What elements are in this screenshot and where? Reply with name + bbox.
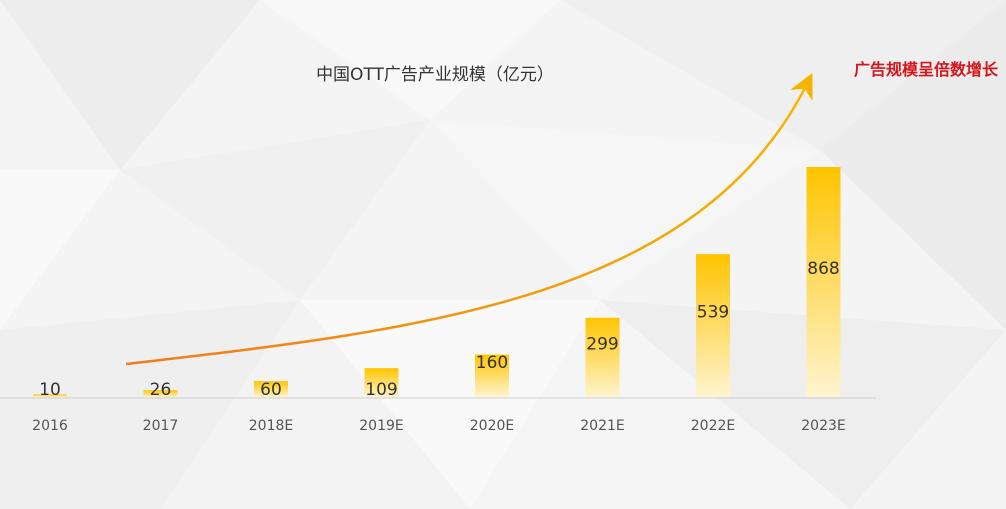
x-tick-label: 2020E xyxy=(470,418,514,434)
bar-2022E xyxy=(696,254,730,397)
bar-2016 xyxy=(33,394,67,397)
bar-2019E xyxy=(364,368,399,397)
growth-annotation: 广告规模呈倍数增长 xyxy=(853,60,998,79)
x-tick-label: 2021E xyxy=(580,418,624,434)
bar-2020E xyxy=(475,354,509,397)
chart-title: 中国OTT广告产业规模（亿元） xyxy=(316,65,554,85)
bar-2017 xyxy=(143,390,178,397)
value-label: 109 xyxy=(365,380,397,400)
x-tick-label: 2017 xyxy=(143,418,179,434)
value-label: 868 xyxy=(807,259,839,279)
bar-2021E xyxy=(585,317,620,397)
x-tick-label: 2022E xyxy=(691,418,735,434)
value-label: 60 xyxy=(260,380,282,400)
bar-2018E xyxy=(254,381,288,397)
value-label: 160 xyxy=(476,353,508,373)
bar-2023E xyxy=(806,167,841,397)
value-label: 26 xyxy=(150,380,172,400)
value-label: 299 xyxy=(586,334,618,354)
x-tick-label: 2023E xyxy=(801,418,845,434)
x-tick-label: 2019E xyxy=(359,418,403,434)
value-label: 10 xyxy=(39,380,61,400)
x-tick-label: 2016 xyxy=(32,418,68,434)
value-label: 539 xyxy=(697,303,729,323)
growth-arrow xyxy=(125,73,813,366)
x-tick-label: 2018E xyxy=(249,418,293,434)
